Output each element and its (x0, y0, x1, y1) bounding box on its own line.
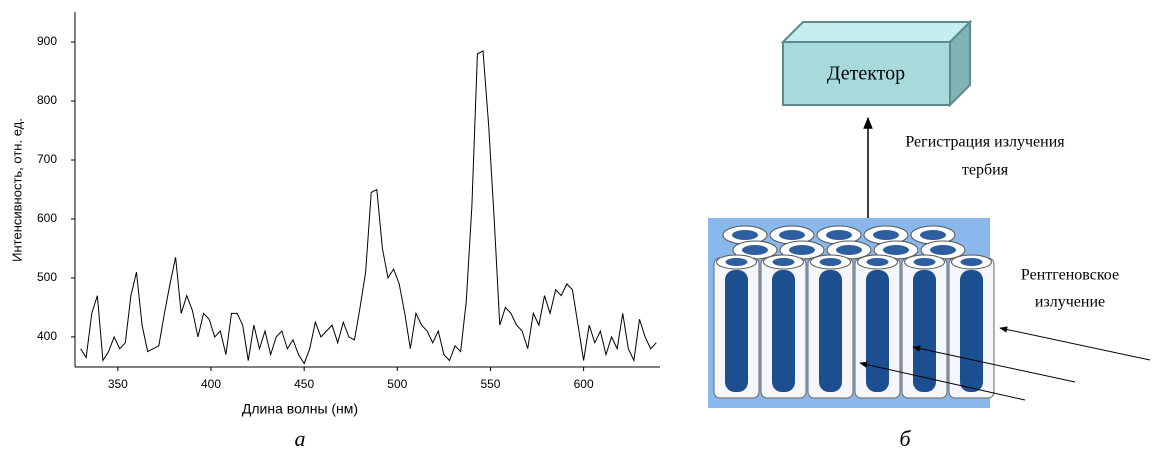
x-tick-label: 550 (480, 377, 500, 391)
x-tick-label: 500 (387, 377, 407, 391)
x-tick-label: 400 (201, 377, 221, 391)
caption: а (295, 426, 306, 451)
arrow (1000, 328, 1150, 360)
registration-label: тербия (962, 162, 1009, 179)
caption: б (899, 426, 911, 451)
tube-hole (836, 245, 862, 255)
chart: Длина волны (нм) Интенсивность, отн. ед.… (9, 12, 660, 451)
diagram: Детектор Регистрация излучения тербия Ре… (708, 22, 1150, 451)
tube-hole (961, 258, 983, 266)
y-tick-label: 500 (37, 270, 57, 284)
detector-label: Детектор (827, 63, 905, 85)
y-tick-label: 900 (37, 34, 57, 48)
tube-hole (820, 258, 842, 266)
tube-hole (920, 230, 946, 240)
tube-core (866, 270, 889, 392)
tube-hole (779, 230, 805, 240)
tube-core (725, 270, 748, 392)
x-tick-label: 350 (108, 377, 128, 391)
y-tick-label: 700 (37, 152, 57, 166)
tube-hole (773, 258, 795, 266)
tube-hole (883, 245, 909, 255)
tube-hole (873, 230, 899, 240)
y-tick-label: 600 (37, 211, 57, 225)
y-tick-label: 400 (37, 329, 57, 343)
box-top (783, 22, 970, 42)
x-tick-label: 600 (574, 377, 594, 391)
tube-hole (789, 245, 815, 255)
xray-label: Рентгеновское (1021, 267, 1119, 284)
data-line (81, 51, 657, 364)
x-axis-label: Длина волны (нм) (242, 401, 358, 417)
tube-hole (732, 230, 758, 240)
xray-label: излучение (1035, 294, 1105, 311)
x-tick-label: 450 (294, 377, 314, 391)
tube-core (960, 270, 983, 392)
tube-hole (742, 245, 768, 255)
y-tick-label: 800 (37, 93, 57, 107)
tube-hole (867, 258, 889, 266)
tube-hole (930, 245, 956, 255)
tube-hole (726, 258, 748, 266)
tube-core (819, 270, 842, 392)
registration-label: Регистрация излучения (905, 134, 1065, 151)
tube-core (913, 270, 936, 392)
tube-hole (826, 230, 852, 240)
tube-hole (914, 258, 936, 266)
y-axis-label: Интенсивность, отн. ед. (9, 118, 24, 262)
tube-core (772, 270, 795, 392)
figure: Длина волны (нм) Интенсивность, отн. ед.… (0, 0, 1152, 455)
